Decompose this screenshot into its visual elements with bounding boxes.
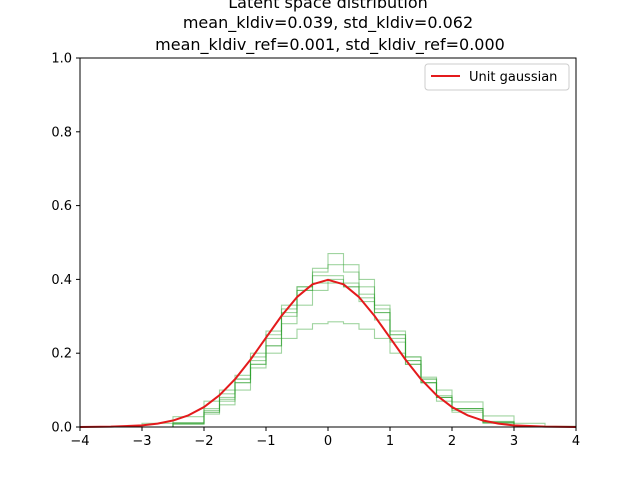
title-line-1: Latent space distribution	[228, 0, 428, 12]
histogram-series-6	[142, 282, 515, 428]
histogram-series-5	[142, 275, 515, 428]
x-tick-label: 2	[448, 434, 456, 449]
y-tick-label: 0.2	[51, 347, 72, 362]
y-tick-label: 0.4	[51, 273, 72, 288]
title-line-3: mean_kldiv_ref=0.001, std_kldiv_ref=0.00…	[155, 35, 505, 55]
x-tick-label: −2	[194, 434, 213, 449]
x-tick-label: 1	[386, 434, 394, 449]
x-tick-label: 4	[572, 434, 580, 449]
x-tick-label: 3	[510, 434, 518, 449]
histogram-series-4	[142, 264, 515, 428]
y-tick-label: 0.8	[51, 125, 72, 140]
x-tick-label: −4	[70, 434, 89, 449]
x-axis-ticks: −4 −3 −2 −1 0 1 2 3 4	[70, 427, 580, 449]
chart-title: Latent space distribution mean_kldiv=0.0…	[155, 0, 505, 55]
histogram-series-2	[142, 253, 515, 428]
title-line-2: mean_kldiv=0.039, std_kldiv=0.062	[183, 13, 473, 33]
x-tick-label: 0	[324, 434, 332, 449]
legend-box	[424, 63, 570, 91]
y-tick-label: 0.0	[51, 421, 72, 436]
y-tick-label: 0.6	[51, 199, 72, 214]
histogram-series-1	[80, 321, 577, 428]
plot-area	[80, 58, 576, 427]
x-tick-label: −3	[132, 434, 151, 449]
y-axis-ticks: 0.0 0.2 0.4 0.6 0.8 1.0	[51, 52, 80, 436]
unit-gaussian-line	[79, 278, 577, 428]
legend-label-unit-gaussian: Unit gaussian	[469, 70, 557, 85]
series-layer	[79, 253, 577, 428]
x-tick-label: −1	[256, 434, 275, 449]
legend: Unit gaussian	[424, 63, 570, 91]
y-tick-label: 1.0	[51, 52, 72, 67]
